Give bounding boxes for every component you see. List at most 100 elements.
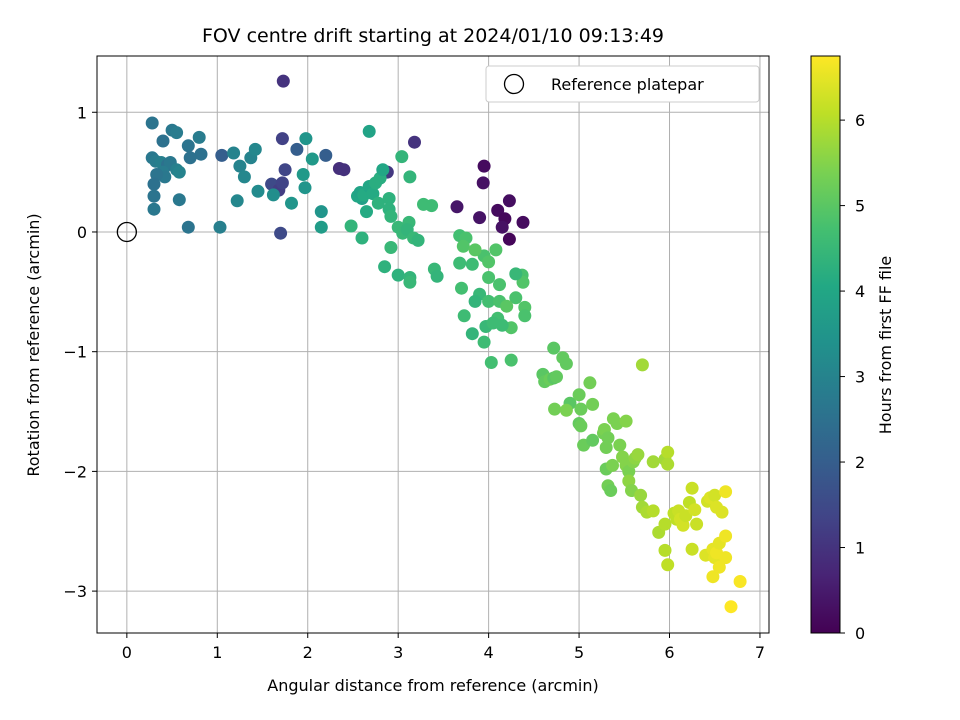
data-point xyxy=(493,278,506,292)
data-point xyxy=(706,570,720,584)
data-point xyxy=(724,600,738,614)
data-point xyxy=(314,220,328,234)
x-tick-label: 1 xyxy=(212,643,222,662)
data-point xyxy=(468,294,482,308)
data-point xyxy=(181,139,195,153)
data-point xyxy=(314,205,328,219)
data-point xyxy=(482,271,496,284)
data-point xyxy=(489,243,503,257)
y-tick-label: −2 xyxy=(63,462,87,481)
data-point xyxy=(658,543,672,557)
chart-title: FOV centre drift starting at 2024/01/10 … xyxy=(202,25,664,47)
colorbar-label: Hours from first FF file xyxy=(876,256,895,435)
data-point xyxy=(719,485,733,499)
data-point xyxy=(548,402,562,416)
data-point xyxy=(685,481,699,495)
data-point xyxy=(172,193,186,207)
data-point xyxy=(275,176,289,190)
data-point xyxy=(690,517,704,531)
colorbar: 0 1 2 3 4 5 6 Hours from first FF file xyxy=(810,55,895,643)
colorbar-tick-label: 3 xyxy=(855,368,865,387)
colorbar-tick-label: 0 xyxy=(855,624,865,643)
data-point xyxy=(233,159,247,173)
data-point xyxy=(586,397,600,411)
colorbar-tick-label: 6 xyxy=(855,111,865,130)
data-point xyxy=(631,448,645,462)
data-point xyxy=(213,220,227,234)
data-point xyxy=(634,488,648,502)
data-point xyxy=(378,260,392,274)
colorbar-tick-label: 2 xyxy=(855,453,865,472)
data-point xyxy=(453,256,467,270)
y-tick-label: 0 xyxy=(77,223,87,242)
data-point xyxy=(504,353,518,367)
data-point xyxy=(194,147,208,161)
data-point xyxy=(371,196,385,210)
data-point xyxy=(574,402,588,416)
data-point xyxy=(305,152,319,166)
data-point xyxy=(337,163,351,177)
y-tick-label: −3 xyxy=(63,582,87,601)
data-point xyxy=(299,132,313,146)
plot-frame xyxy=(96,55,770,634)
data-point xyxy=(366,187,380,201)
data-point xyxy=(646,504,660,518)
data-point xyxy=(298,181,312,195)
data-point xyxy=(477,159,491,173)
data-point xyxy=(276,74,290,88)
data-point xyxy=(550,370,563,384)
x-axis: 0 1 2 3 4 5 6 7 xyxy=(122,633,765,662)
x-tick-label: 7 xyxy=(755,643,765,662)
reference-point-marker xyxy=(116,221,137,243)
data-point xyxy=(248,142,262,156)
data-point xyxy=(635,358,649,372)
data-point xyxy=(230,194,244,208)
data-point xyxy=(285,196,298,210)
data-point xyxy=(482,294,496,308)
y-tick-label: −1 xyxy=(63,343,87,362)
x-tick-label: 4 xyxy=(484,643,494,662)
data-point xyxy=(719,551,733,565)
data-point xyxy=(183,151,197,165)
y-axis-label: Rotation from reference (arcmin) xyxy=(24,213,43,476)
data-point xyxy=(384,241,398,254)
x-tick-label: 2 xyxy=(303,643,313,662)
data-point xyxy=(502,232,516,246)
legend: Reference platepar xyxy=(485,65,760,103)
data-point xyxy=(719,529,733,543)
data-point xyxy=(465,327,479,341)
data-point xyxy=(658,517,672,531)
data-point xyxy=(147,202,161,216)
data-point xyxy=(403,275,417,289)
data-point xyxy=(192,130,206,144)
data-point xyxy=(362,124,376,138)
data-point xyxy=(237,170,251,184)
data-point xyxy=(583,376,597,390)
data-point xyxy=(319,148,333,162)
y-axis: 1 0 −1 −2 −3 xyxy=(63,103,97,601)
data-point xyxy=(688,503,702,517)
x-tick-label: 3 xyxy=(393,643,403,662)
colorbar-gradient xyxy=(810,55,841,634)
y-tick-label: 1 xyxy=(77,103,87,122)
data-point xyxy=(376,163,390,177)
data-point xyxy=(715,505,729,519)
data-point xyxy=(518,309,532,323)
data-point xyxy=(251,184,265,198)
data-point xyxy=(456,239,470,253)
data-point xyxy=(586,433,600,447)
legend-label: Reference platepar xyxy=(551,75,704,94)
colorbar-tick-label: 1 xyxy=(855,539,865,558)
data-point xyxy=(613,438,627,452)
data-point xyxy=(661,558,675,572)
data-point xyxy=(500,299,514,313)
data-point xyxy=(408,135,421,149)
x-axis-label: Angular distance from reference (arcmin) xyxy=(267,676,598,695)
data-point xyxy=(646,455,660,469)
data-point xyxy=(606,458,619,472)
data-point xyxy=(278,163,292,177)
data-point xyxy=(574,419,588,433)
data-point xyxy=(468,243,482,257)
data-point xyxy=(382,192,396,205)
data-point xyxy=(425,199,439,213)
